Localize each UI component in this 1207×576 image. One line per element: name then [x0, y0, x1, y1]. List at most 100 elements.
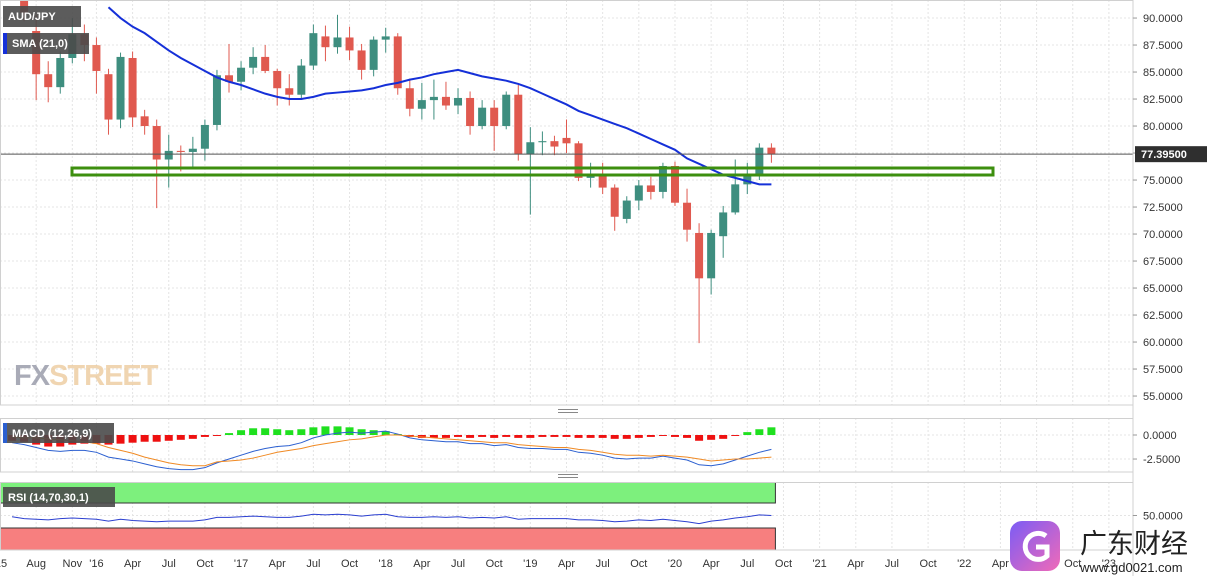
macd-bar [429, 435, 438, 438]
legend-sma: SMA (21,0) [12, 38, 68, 50]
x-tick-label: Oct [486, 558, 503, 570]
x-tick-label: Apr [124, 558, 141, 570]
macd-bar [321, 426, 330, 436]
macd-bar [454, 435, 463, 437]
candle-body [345, 37, 354, 51]
watermark-fx: FX [14, 360, 51, 392]
y-tick-label: 87.5000 [1143, 40, 1183, 52]
macd-bar [731, 435, 740, 436]
macd-bar [345, 427, 354, 436]
candle-body [707, 232, 716, 279]
sma-line [107, 6, 772, 186]
candle-body [646, 185, 655, 192]
macd-bar [309, 427, 318, 436]
legend-swatch [3, 33, 7, 54]
macd-bar [502, 435, 511, 437]
candle-body [755, 147, 764, 176]
macd-bar [490, 435, 499, 438]
logo-glyph [1022, 530, 1050, 562]
candle-body [369, 39, 378, 70]
candle-body [273, 70, 282, 89]
last-price-tag [1135, 146, 1207, 163]
macd-bar [188, 435, 197, 439]
x-tick-label: Jul [885, 558, 899, 570]
legend-box [3, 487, 115, 507]
candle-body [321, 36, 330, 48]
legend-box [3, 6, 81, 27]
legend-box [3, 33, 89, 54]
candle-body [188, 148, 197, 152]
candle-body [92, 45, 101, 71]
candle-body [56, 57, 65, 88]
macd-signal [12, 434, 772, 467]
y-tick-label: 0.0000 [1143, 430, 1177, 442]
legend-symbol: AUD/JPY [8, 11, 56, 23]
x-tick-label: Oct [775, 558, 792, 570]
y-tick-label: -2.5000 [1143, 454, 1180, 466]
candle-body [261, 56, 270, 71]
candle-body [333, 37, 342, 48]
x-tick-label: Apr [269, 558, 286, 570]
candle-body [200, 124, 209, 149]
candle-body [502, 94, 511, 127]
macd-bar [333, 426, 342, 436]
logo: 广东财经 www.gd0021.com [1010, 521, 1188, 575]
support-zone [70, 166, 995, 177]
x-tick-label: Jul [162, 558, 176, 570]
candle-body [44, 74, 53, 88]
candle-body [538, 141, 547, 143]
candle-body [104, 74, 113, 120]
logo-icon [1010, 521, 1060, 571]
macd-bar [767, 427, 776, 436]
y-tick-label: 55.0000 [1143, 391, 1183, 403]
macd-bar [743, 432, 752, 436]
x-tick-label: '15 [0, 558, 7, 570]
macd-bar [225, 433, 234, 436]
x-tick-label: Jul [740, 558, 754, 570]
y-tick-label: 62.5000 [1143, 310, 1183, 322]
x-tick-label: Jul [596, 558, 610, 570]
y-tick-label: 50.0000 [1143, 511, 1183, 523]
x-tick-label: Jul [451, 558, 465, 570]
x-tick-label: Aug [26, 558, 46, 570]
macd-bar [538, 435, 547, 437]
x-tick-label: Oct [196, 558, 213, 570]
macd-bar [514, 435, 523, 438]
y-tick-label: 65.0000 [1143, 283, 1183, 295]
macd-bar [357, 429, 366, 436]
x-tick-label: Apr [413, 558, 430, 570]
x-tick-label: Apr [847, 558, 864, 570]
x-tick-label: '16 [89, 558, 103, 570]
candle-body [454, 97, 463, 106]
macd-bar [200, 435, 209, 437]
candle-body [743, 175, 752, 185]
rsi-overbought-band [0, 482, 776, 504]
macd-bar [646, 435, 655, 437]
candle-body [550, 141, 559, 147]
y-tick-label: 67.5000 [1143, 256, 1183, 268]
candle-body [417, 100, 426, 109]
macd-bar [719, 435, 728, 439]
candle-body [285, 88, 294, 95]
legend-macd: MACD (12,26,9) [12, 428, 92, 440]
x-tick-label: '18 [379, 558, 393, 570]
y-tick-label: 57.5000 [1143, 364, 1183, 376]
candle-body [237, 67, 246, 82]
x-tick-label: Apr [558, 558, 575, 570]
panel-handles [558, 409, 578, 478]
candle-body [116, 56, 125, 120]
macd-bar [550, 435, 559, 437]
legend: AUD/JPY SMA (21,0) MACD (12,26,9) RSI (1… [3, 6, 115, 507]
legend-rsi: RSI (14,70,30,1) [8, 492, 89, 504]
macd-bar [140, 435, 149, 442]
candle-body [719, 212, 728, 237]
macd-bar [586, 435, 595, 438]
candle-body [164, 150, 173, 160]
candle-body [405, 88, 414, 109]
x-tick-label: '19 [523, 558, 537, 570]
x-tick-label: Jul [306, 558, 320, 570]
price-panel [0, 0, 1133, 344]
y-tick-label: 80.0000 [1143, 121, 1183, 133]
macd-bar [670, 435, 679, 437]
watermark: FXSTREET [14, 360, 159, 392]
